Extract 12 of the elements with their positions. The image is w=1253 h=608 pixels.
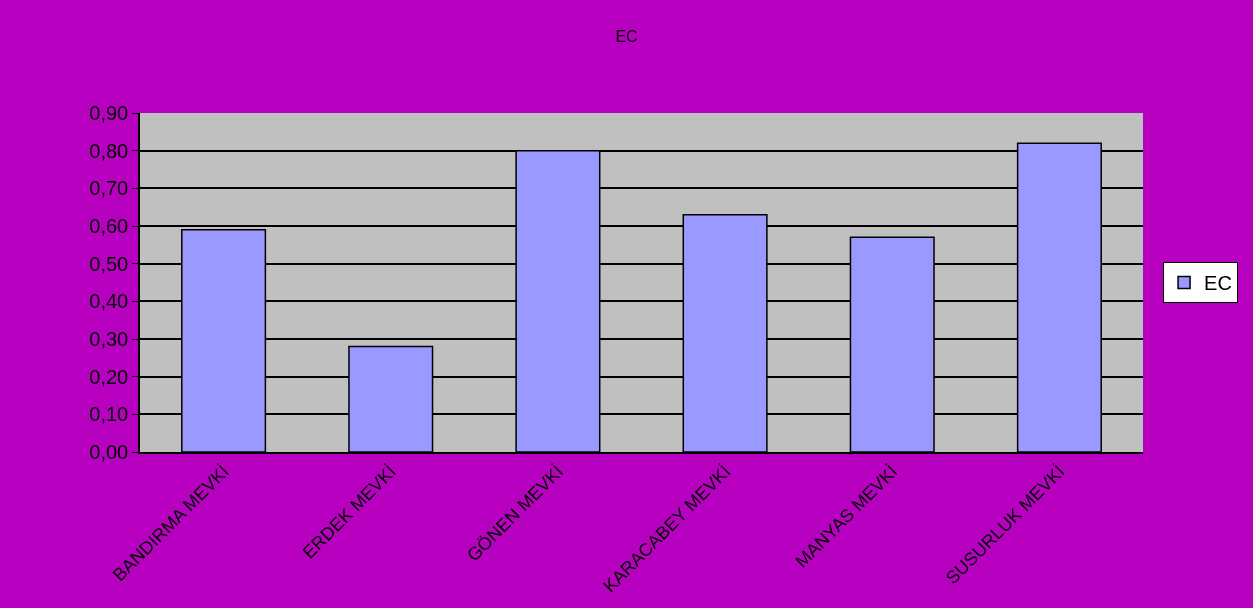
y-tick-label: 0,40 — [89, 290, 129, 313]
chart-title: EC — [615, 27, 638, 45]
y-tick-label: 0,20 — [89, 365, 129, 388]
y-tick-label: 0,60 — [89, 215, 129, 237]
y-tick-label: 0,10 — [89, 403, 129, 426]
y-tick-label: 0,00 — [89, 441, 129, 463]
y-tick-label: 0,80 — [89, 139, 129, 162]
y-tick-label: 0,90 — [89, 102, 129, 124]
y-tick-label: 0,30 — [89, 328, 129, 350]
y-tick-label: 0,50 — [89, 252, 129, 275]
legend-label: EC — [1204, 272, 1232, 295]
y-tick-label: 0,70 — [89, 177, 129, 200]
